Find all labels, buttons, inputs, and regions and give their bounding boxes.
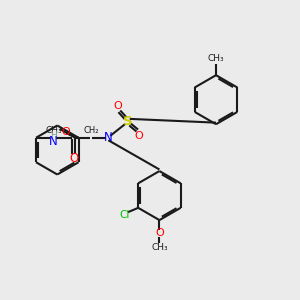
Text: O: O: [61, 127, 70, 137]
Text: N: N: [49, 135, 58, 148]
Text: O: O: [134, 131, 143, 141]
Text: Cl: Cl: [119, 210, 130, 220]
Text: S: S: [123, 115, 133, 128]
Text: CH₃: CH₃: [151, 243, 168, 252]
Text: CH₂: CH₂: [83, 126, 99, 135]
Text: CH₃: CH₃: [208, 54, 224, 63]
Text: CH₃: CH₃: [45, 126, 62, 135]
Text: O: O: [69, 152, 78, 165]
Text: O: O: [155, 228, 164, 238]
Text: H: H: [50, 131, 57, 140]
Text: O: O: [113, 101, 122, 111]
Text: N: N: [104, 131, 113, 144]
